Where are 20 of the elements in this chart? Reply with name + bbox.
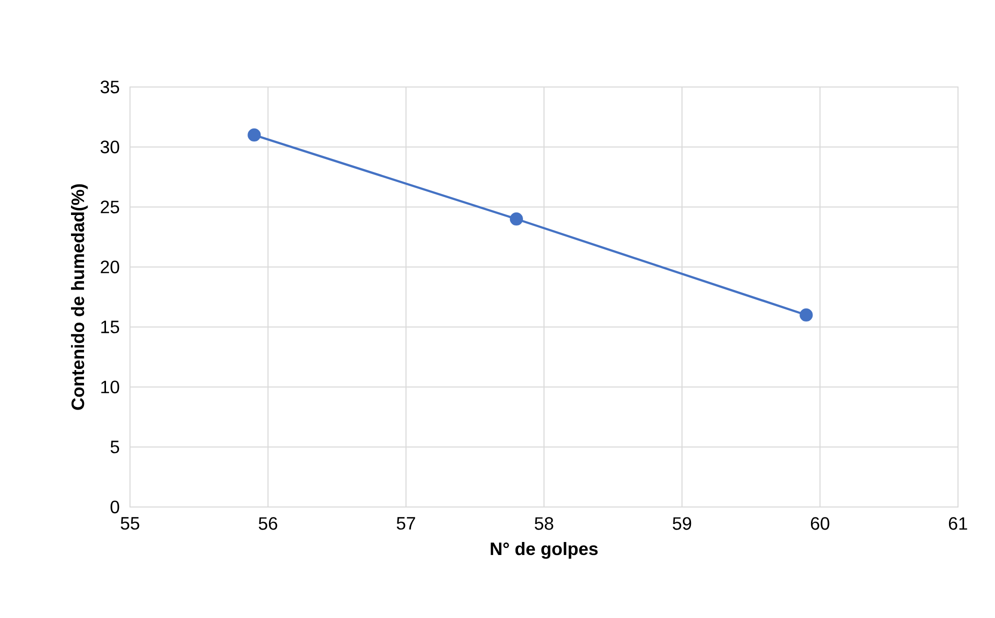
point — [800, 308, 813, 322]
y-tick-label: 5 — [110, 440, 120, 454]
y-tick-label: 15 — [101, 320, 120, 334]
x-tick-label: 56 — [258, 517, 278, 530]
x-tick-label: 61 — [948, 517, 968, 530]
x-axis-title: N° de golpes — [490, 542, 598, 559]
x-tick-label: 60 — [810, 517, 830, 530]
y-tick-label: 35 — [100, 80, 120, 94]
x-tick-label: 58 — [534, 517, 554, 530]
x-tick-label: 55 — [120, 517, 140, 530]
y-tick-label: 0 — [110, 500, 120, 514]
y-tick-label: 25 — [100, 200, 120, 214]
y-tick-label: 10 — [101, 380, 120, 394]
y-axis-title: Contenido de humedad(%) — [71, 184, 88, 410]
point — [510, 212, 523, 226]
x-tick-label: 57 — [396, 517, 416, 530]
y-tick-label: 30 — [100, 140, 120, 154]
y-tick-label: 20 — [100, 260, 120, 274]
x-tick-label: 59 — [672, 517, 692, 530]
point — [248, 128, 261, 142]
